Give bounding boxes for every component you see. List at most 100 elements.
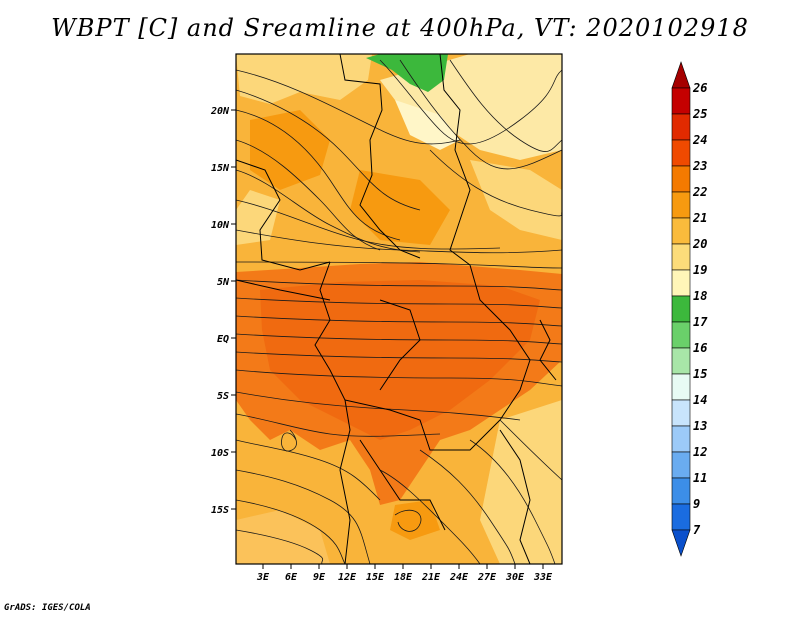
colorbar-label: 12 [693, 445, 707, 459]
colorbar-segment [671, 321, 691, 349]
streamline [394, 509, 422, 532]
lon-label: 24E [449, 572, 469, 583]
colorbar-label: 15 [693, 367, 707, 381]
colorbar-segment [671, 347, 691, 375]
border [499, 429, 531, 564]
lon-label: 30E [505, 572, 525, 583]
grads-credit: GrADS: IGES/COLA [4, 603, 91, 613]
streamline [281, 429, 297, 452]
colorbar-label: 25 [692, 107, 707, 121]
colorbar-segments [671, 61, 691, 557]
colorbar-segment [671, 217, 691, 245]
colorbar: 26 25 24 23 22 21 20 19 18 17 16 15 14 1… [671, 61, 708, 557]
colorbar-label: 7 [693, 523, 701, 537]
streamline [236, 315, 562, 327]
colorbar-segment [671, 425, 691, 453]
lat-label: 10S [211, 448, 229, 459]
lon-label: 15E [366, 572, 385, 583]
lon-label: 21E [421, 572, 441, 583]
colorbar-label: 23 [692, 159, 707, 173]
streamline [236, 69, 461, 145]
colorbar-label: 20 [692, 237, 707, 251]
lon-label: 12E [338, 572, 357, 583]
streamline [236, 413, 441, 437]
streamline [469, 439, 556, 564]
border [344, 399, 501, 451]
colorbar-segment [671, 269, 691, 297]
colorbar-label: 22 [692, 185, 707, 199]
colorbar-label: 19 [693, 263, 707, 277]
lat-label: 15N [211, 163, 230, 174]
streamline [419, 449, 516, 564]
border [314, 261, 351, 564]
border [379, 299, 421, 391]
border [339, 54, 421, 259]
border [359, 439, 446, 531]
streamline [236, 109, 401, 241]
colorbar-segment [671, 87, 691, 115]
lat-label: 15S [211, 505, 229, 516]
streamline [449, 59, 562, 152]
lon-label: 6E [285, 572, 298, 583]
lat-label: 5S [217, 391, 229, 402]
colorbar-segment [671, 399, 691, 427]
shade-s-orange [390, 500, 440, 540]
colorbar-label: 26 [692, 81, 707, 95]
streamline [236, 351, 562, 363]
border [236, 159, 331, 271]
colorbar-label: 13 [693, 419, 707, 433]
shade-e-pale [470, 160, 562, 240]
lat-label: EQ [217, 334, 229, 345]
streamline [236, 391, 521, 421]
colorbar-label: 24 [692, 133, 707, 147]
colorbar-segment [671, 503, 691, 531]
shade-sw-pale [236, 510, 330, 564]
streamline [236, 369, 562, 387]
colorbar-label: 11 [693, 471, 707, 485]
shade-nw-pale [236, 54, 372, 104]
border [236, 279, 331, 301]
wbpt-shading [236, 54, 562, 564]
shade-nw-orange [250, 110, 330, 190]
streamline [236, 469, 371, 564]
country-borders [236, 54, 557, 564]
colorbar-label: 18 [693, 289, 707, 303]
lat-axis: 20N 15N 10N 5N EQ 5S 10S 15S [210, 106, 236, 516]
colorbar-segment [671, 191, 691, 219]
lat-label: 5N [217, 277, 230, 288]
streamline [499, 419, 562, 481]
colorbar-bottom-triangle [671, 529, 691, 557]
streamline [399, 59, 562, 170]
colorbar-label: 9 [693, 497, 700, 511]
border [469, 264, 531, 421]
streamline [236, 439, 381, 501]
colorbar-segment [671, 295, 691, 323]
streamline [236, 333, 562, 345]
colorbar-label: 21 [692, 211, 707, 225]
lat-label: 10N [211, 220, 230, 231]
colorbar-segment [671, 477, 691, 505]
lon-label: 27E [477, 572, 497, 583]
colorbar-segment [671, 113, 691, 141]
lat-label: 20N [210, 106, 230, 117]
streamlines [236, 59, 562, 564]
lon-label: 18E [394, 572, 413, 583]
streamline [236, 169, 421, 253]
shade-nc-paler [395, 100, 460, 150]
colorbar-label: 17 [693, 315, 708, 329]
streamline [236, 297, 562, 309]
map-frame [235, 53, 563, 565]
lon-label: 3E [256, 572, 270, 583]
shade-c-orange [350, 170, 450, 245]
shade-se-pale [480, 400, 562, 564]
shade-green [366, 54, 448, 92]
lon-axis: 3E 6E 9E 12E 15E 18E 21E 24E 27E 30E 33E [256, 564, 553, 583]
colorbar-segment [671, 139, 691, 167]
streamline [236, 499, 346, 564]
colorbar-label: 14 [693, 393, 707, 407]
colorbar-label: 16 [693, 341, 707, 355]
shade-w-pale [236, 190, 280, 245]
streamline [379, 59, 562, 145]
streamline [236, 529, 324, 564]
streamline [236, 261, 562, 269]
